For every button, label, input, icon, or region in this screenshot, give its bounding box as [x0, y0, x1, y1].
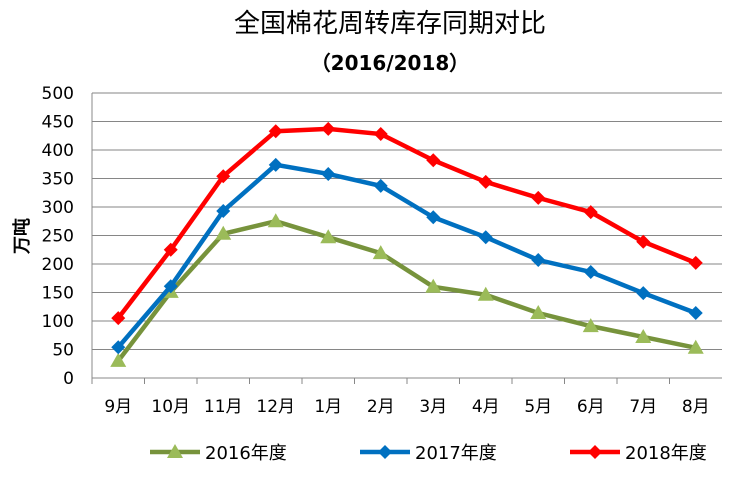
data-point [530, 305, 547, 320]
data-point [531, 253, 546, 268]
data-point [372, 245, 389, 260]
x-tick-label: 9月 [104, 397, 132, 417]
y-tick-label: 150 [42, 284, 74, 304]
legend-marker [378, 445, 392, 459]
data-point [636, 234, 651, 249]
data-point [216, 203, 231, 218]
legend-label: 2016年度 [205, 443, 287, 464]
data-point [531, 190, 546, 205]
data-point [111, 311, 126, 326]
x-tick-label: 2月 [367, 397, 395, 417]
legend-marker [588, 445, 602, 459]
data-point [688, 306, 703, 321]
chart-subtitle: （2016/2018） [311, 51, 470, 75]
x-tick-label: 10月 [151, 397, 190, 417]
data-point [426, 210, 441, 225]
legend-label: 2018年度 [625, 443, 707, 464]
data-point [373, 178, 388, 193]
data-point [111, 340, 126, 355]
x-tick-label: 3月 [419, 397, 447, 417]
y-tick-label: 300 [42, 198, 74, 218]
y-tick-label: 0 [63, 369, 74, 389]
data-point [268, 157, 283, 172]
series-line-2018年度 [116, 126, 697, 320]
x-tick-label: 12月 [256, 397, 295, 417]
data-point [478, 230, 493, 245]
data-point [583, 205, 598, 220]
data-point [636, 286, 651, 301]
series-line-2016年度 [116, 218, 697, 363]
data-point [216, 169, 231, 184]
y-tick-label: 50 [52, 341, 74, 361]
x-tick-label: 1月 [314, 397, 342, 417]
data-point [687, 339, 704, 354]
data-point [635, 328, 652, 343]
data-point [320, 229, 337, 244]
data-point [215, 225, 232, 240]
legend-marker [167, 444, 183, 458]
y-tick-label: 100 [42, 312, 74, 332]
data-point [163, 279, 178, 294]
chart-title: 全国棉花周转库存同期对比 [234, 9, 546, 39]
y-tick-label: 400 [42, 141, 74, 161]
data-point [321, 166, 336, 181]
y-axis-label: 万吨 [11, 218, 33, 255]
x-tick-label: 5月 [524, 397, 552, 417]
data-point [583, 264, 598, 279]
legend-label: 2017年度 [415, 443, 497, 464]
y-tick-label: 450 [42, 113, 74, 133]
x-tick-label: 11月 [204, 397, 243, 417]
data-point [267, 213, 284, 228]
data-point [688, 255, 703, 270]
data-point [321, 121, 336, 136]
data-point [477, 286, 494, 301]
data-point [478, 174, 493, 189]
data-point [268, 124, 283, 139]
data-point [373, 127, 388, 142]
x-tick-label: 6月 [577, 397, 605, 417]
data-point [582, 318, 599, 333]
data-point [426, 153, 441, 168]
y-tick-label: 500 [42, 84, 74, 104]
data-point [425, 278, 442, 293]
x-tick-label: 7月 [629, 397, 657, 417]
data-point [110, 352, 127, 367]
data-point [163, 242, 178, 257]
y-tick-label: 350 [42, 170, 74, 190]
x-tick-label: 8月 [682, 397, 710, 417]
y-tick-label: 250 [42, 227, 74, 247]
y-tick-label: 200 [42, 255, 74, 275]
x-tick-label: 4月 [472, 397, 500, 417]
series-line-2017年度 [116, 162, 697, 349]
